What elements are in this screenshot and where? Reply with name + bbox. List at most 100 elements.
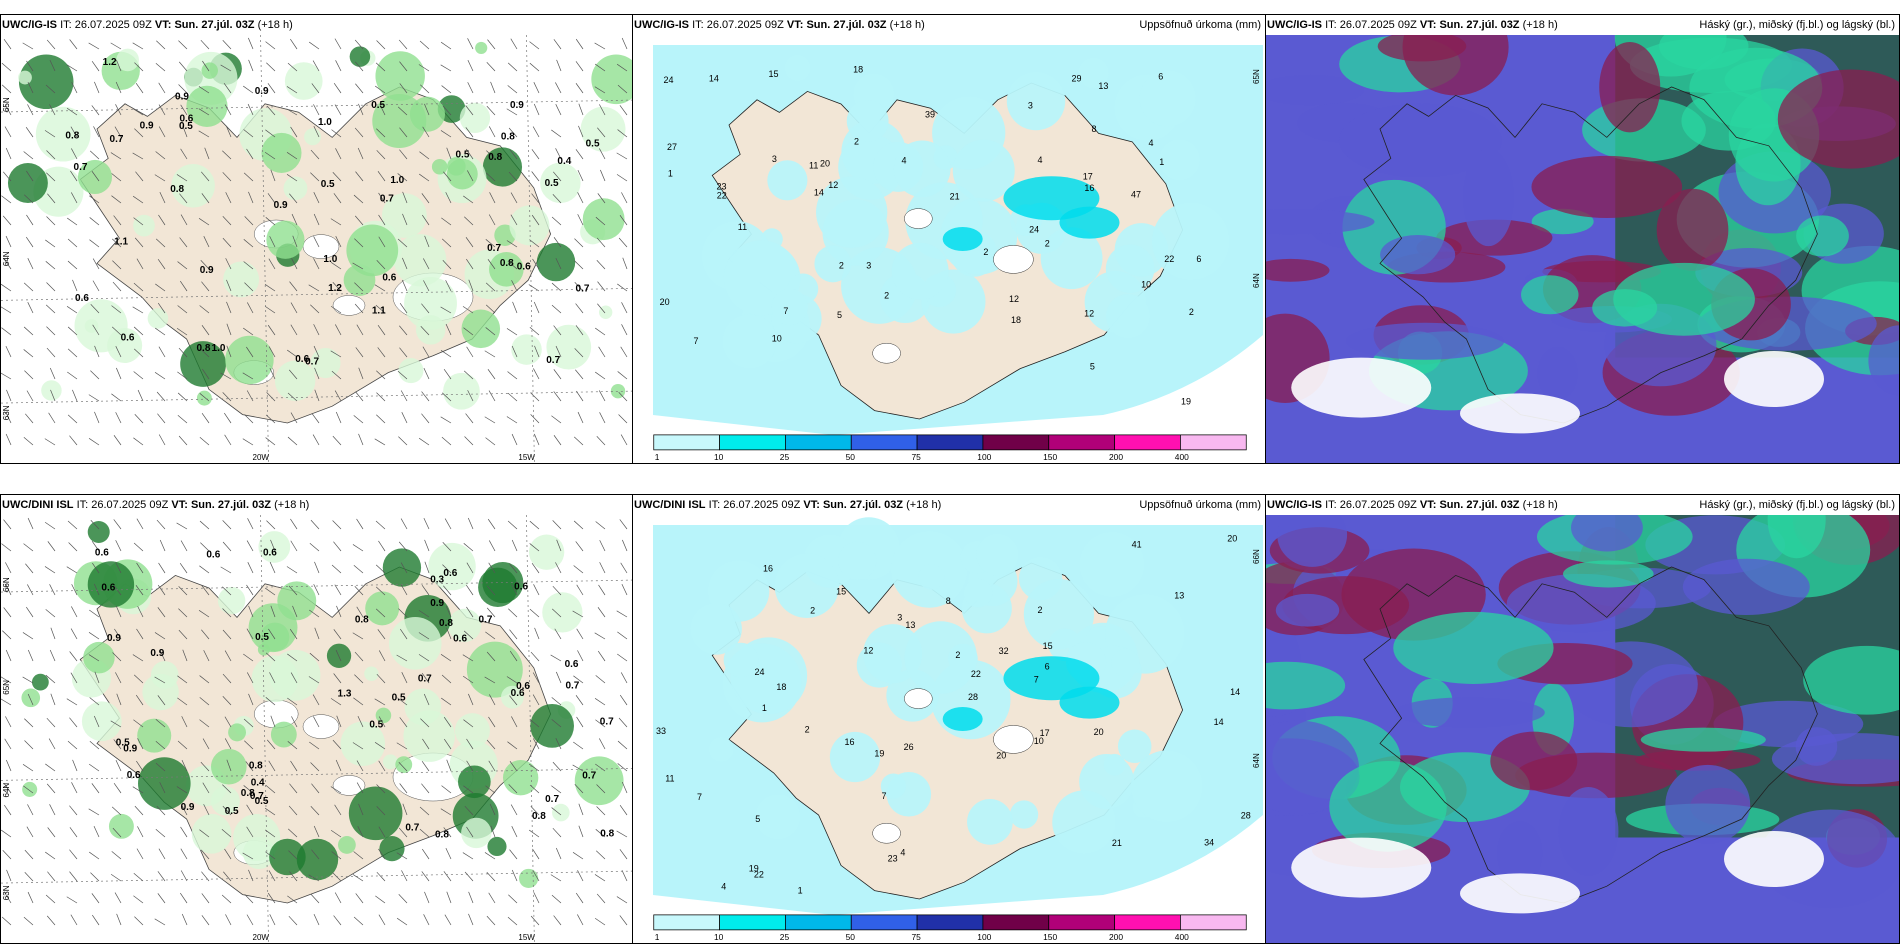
vt-value: Sun. 27.júl. 03Z bbox=[822, 499, 904, 511]
wind-barb bbox=[69, 651, 78, 662]
cloud-patch bbox=[1777, 69, 1899, 169]
wind-barb bbox=[45, 763, 56, 772]
panel-header: UWC/DINI ISL IT: 26.07.2025 09Z VT: Sun.… bbox=[633, 495, 1265, 515]
precip-cell bbox=[251, 655, 299, 703]
wind-barb bbox=[5, 147, 12, 160]
wind-barb bbox=[531, 193, 540, 204]
wind-barb bbox=[47, 193, 56, 204]
wind-barb bbox=[157, 302, 166, 314]
wind-barb bbox=[136, 258, 144, 270]
wind-barb bbox=[2, 171, 12, 182]
wind-barb bbox=[621, 781, 628, 794]
accum-region bbox=[904, 621, 978, 694]
it-value: 26.07.2025 09Z bbox=[1339, 499, 1417, 511]
wind-barb bbox=[358, 103, 364, 116]
wind-barb bbox=[1, 829, 12, 838]
wind-barb bbox=[45, 239, 56, 248]
precip-value: 0.6 bbox=[206, 549, 220, 560]
colorbar-tick: 400 bbox=[1175, 932, 1189, 942]
accum-value: 14 bbox=[1230, 687, 1240, 697]
wind-barb bbox=[485, 282, 496, 292]
wind-barb bbox=[507, 260, 518, 270]
wind-barb bbox=[2, 630, 12, 640]
accum-value: 22 bbox=[1164, 254, 1174, 264]
wind-barb bbox=[397, 238, 408, 248]
wind-barb bbox=[133, 217, 144, 226]
wind-barb bbox=[552, 585, 562, 596]
wind-barb bbox=[354, 238, 364, 248]
precip-value: 1.2 bbox=[328, 283, 342, 294]
wind-barb bbox=[112, 652, 122, 662]
wind-barb bbox=[550, 874, 562, 882]
wind-barb bbox=[182, 125, 188, 138]
precip-cell bbox=[133, 214, 155, 237]
wind-barb bbox=[158, 214, 166, 226]
wind-barb bbox=[5, 433, 12, 446]
longitude-label: 20W bbox=[253, 933, 270, 942]
wind-barb bbox=[486, 915, 496, 926]
accum-region bbox=[1040, 227, 1103, 290]
latitude-label: 63N bbox=[2, 885, 11, 900]
iceland-outline bbox=[1363, 566, 1818, 904]
wind-barb bbox=[242, 852, 254, 860]
wind-barb bbox=[180, 540, 188, 552]
accum-region bbox=[722, 314, 777, 369]
latitude-label: 63N bbox=[2, 405, 11, 420]
wind-barb bbox=[617, 84, 628, 94]
wind-barb bbox=[89, 851, 100, 860]
wind-barb bbox=[309, 542, 320, 552]
wind-barb bbox=[47, 827, 56, 838]
wind-barb bbox=[292, 605, 298, 618]
wind-barb bbox=[116, 59, 122, 72]
wind-barb bbox=[310, 172, 320, 182]
wind-barb bbox=[488, 892, 496, 904]
wind-barb bbox=[467, 517, 474, 530]
wind-barb bbox=[67, 371, 78, 380]
wind-barb bbox=[225, 914, 232, 926]
precip-value: 0.9 bbox=[181, 802, 195, 813]
wind-barb bbox=[510, 804, 518, 816]
wind-barb bbox=[486, 739, 496, 750]
wind-barb bbox=[378, 716, 386, 728]
wind-barb bbox=[552, 171, 562, 182]
wind-barb bbox=[330, 786, 342, 794]
wind-barb bbox=[419, 40, 430, 50]
wind-barb bbox=[376, 260, 386, 270]
precip-cell bbox=[394, 234, 447, 287]
wind-barb bbox=[594, 874, 606, 882]
wind-barb bbox=[44, 521, 56, 530]
cloud-patch bbox=[1803, 645, 1899, 715]
wind-barb bbox=[247, 562, 254, 574]
wind-barb bbox=[420, 84, 430, 94]
wind-barb bbox=[376, 40, 386, 50]
wind-barb bbox=[88, 394, 100, 402]
cloud-patch bbox=[1795, 727, 1838, 766]
accum-value: 7 bbox=[693, 336, 698, 346]
colorbar-swatch bbox=[1180, 914, 1247, 931]
panel-bottom-right: UWC/IG-IS IT: 26.07.2025 09Z VT: Sun. 27… bbox=[1265, 494, 1900, 944]
precip-cell bbox=[22, 781, 38, 797]
wind-barb bbox=[356, 760, 364, 772]
wind-barb bbox=[575, 541, 584, 552]
wind-barb bbox=[45, 84, 56, 94]
wind-barb bbox=[573, 436, 584, 446]
accum-value: 1 bbox=[762, 703, 767, 713]
accum-value: 17 bbox=[1083, 171, 1093, 181]
cloud-cover-map bbox=[1266, 515, 1899, 943]
wind-barb bbox=[115, 759, 122, 772]
accum-value: 24 bbox=[1029, 224, 1039, 234]
wind-barb bbox=[226, 279, 232, 292]
wind-barb bbox=[484, 350, 496, 358]
colorbar-swatch bbox=[982, 434, 1050, 451]
precip-cell bbox=[446, 158, 478, 190]
wind-barb bbox=[226, 759, 232, 772]
wind-barb bbox=[553, 369, 562, 380]
wind-barb bbox=[246, 804, 254, 816]
accum-value: 7 bbox=[783, 306, 788, 316]
wind-barb bbox=[555, 82, 562, 94]
accum-value: 7 bbox=[697, 792, 702, 802]
precip-value: 0.6 bbox=[453, 633, 467, 644]
it-label: IT: bbox=[692, 19, 704, 31]
wind-barb bbox=[156, 519, 166, 530]
